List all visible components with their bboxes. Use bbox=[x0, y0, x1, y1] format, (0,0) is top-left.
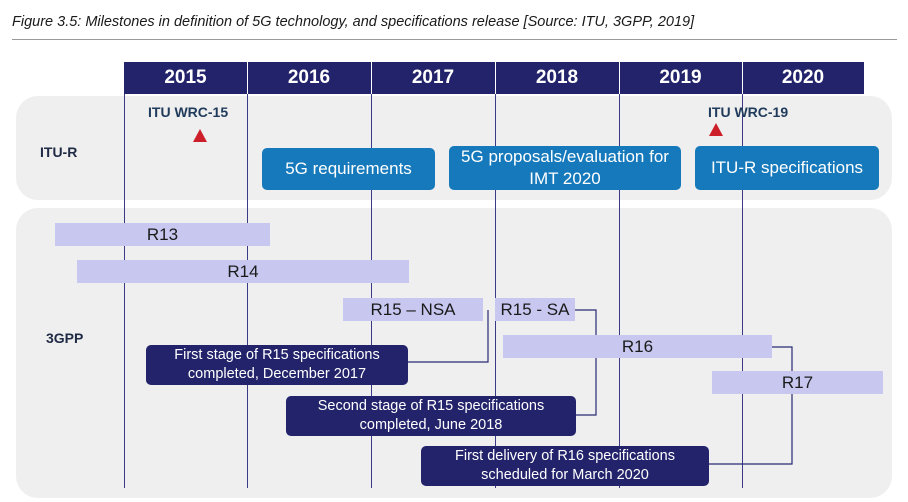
milestone-wrc19-label: ITU WRC-19 bbox=[708, 104, 789, 120]
box-itu-r-specifications: ITU-R specifications bbox=[695, 146, 879, 190]
connector-r15nsa-first-stage bbox=[408, 310, 489, 363]
row-label-3gpp: 3GPP bbox=[46, 330, 84, 346]
release-r17: R17 bbox=[712, 371, 883, 394]
box-5g-proposals: 5G proposals/evaluation for IMT 2020 bbox=[449, 146, 681, 190]
year-2015: 2015 bbox=[164, 67, 207, 88]
row-label-itu: ITU-R bbox=[40, 144, 78, 160]
year-separator bbox=[742, 62, 743, 94]
year-2018: 2018 bbox=[535, 67, 579, 88]
year-gridline bbox=[371, 94, 372, 488]
milestone-wrc15-label: ITU WRC-15 bbox=[148, 104, 229, 120]
release-r15-sa: R15 - SA bbox=[495, 298, 575, 321]
year-2017: 2017 bbox=[411, 67, 455, 88]
year-2019: 2019 bbox=[659, 67, 702, 88]
year-separator bbox=[247, 62, 248, 94]
figure-caption: Figure 3.5: Milestones in definition of … bbox=[12, 14, 695, 30]
year-separator bbox=[495, 62, 496, 94]
year-2016: 2016 bbox=[287, 67, 331, 88]
year-gridline bbox=[124, 94, 125, 488]
release-r14: R14 bbox=[77, 260, 409, 283]
year-separator bbox=[619, 62, 620, 94]
note-first-stage: First stage of R15 specifications comple… bbox=[146, 345, 408, 385]
release-r16: R16 bbox=[503, 335, 772, 358]
year-2020: 2020 bbox=[781, 67, 825, 88]
note-second-stage: Second stage of R15 specifications compl… bbox=[286, 396, 576, 436]
release-r15-nsa: R15 – NSA bbox=[343, 298, 483, 321]
box-5g-requirements: 5G requirements bbox=[262, 148, 435, 190]
year-separator bbox=[371, 62, 372, 94]
milestone-triangle-icon bbox=[193, 129, 207, 142]
year-gridline bbox=[247, 94, 248, 488]
release-r13: R13 bbox=[55, 223, 270, 246]
caption-divider bbox=[12, 39, 897, 40]
note-r16-delivery: First delivery of R16 specifications sch… bbox=[421, 446, 709, 486]
milestone-triangle-icon bbox=[709, 123, 723, 136]
year-gridline bbox=[742, 94, 743, 488]
connector-r16-first-delivery bbox=[709, 346, 793, 465]
connector-r15sa-second-stage bbox=[575, 309, 597, 416]
year-gridline bbox=[495, 94, 496, 488]
year-gridline bbox=[619, 94, 620, 488]
